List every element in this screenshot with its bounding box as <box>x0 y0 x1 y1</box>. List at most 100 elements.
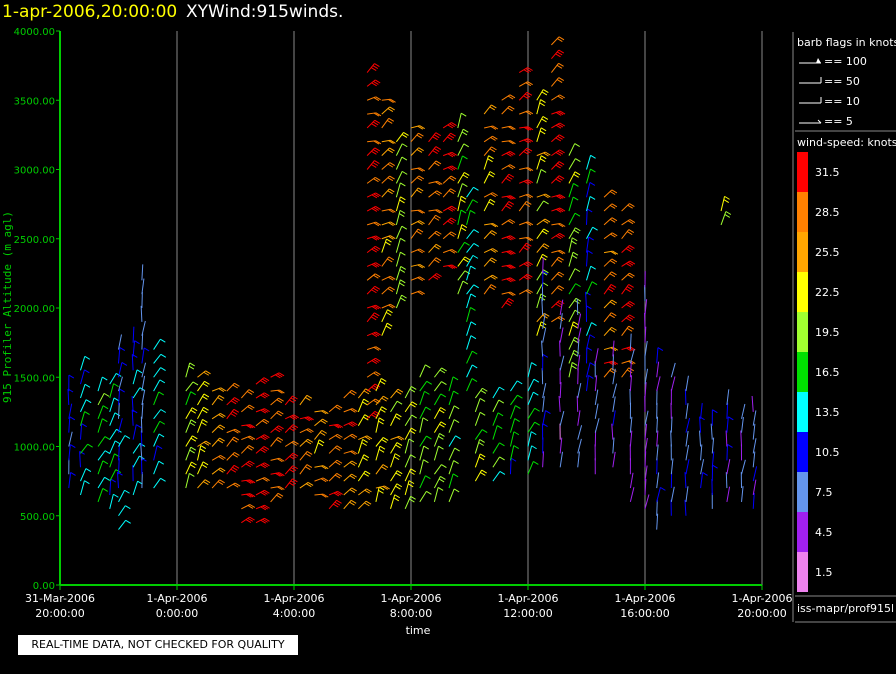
barb-flag <box>102 460 109 465</box>
wind-barb <box>740 430 743 447</box>
barb-flag <box>373 193 379 198</box>
wind-barb <box>629 487 635 503</box>
barb-flag <box>249 504 256 508</box>
wind-barb <box>457 183 463 198</box>
barb-flag <box>387 190 393 195</box>
barb-flag <box>523 126 530 131</box>
barb-flag <box>370 67 377 71</box>
barb-flag <box>434 259 440 264</box>
barb-flag <box>218 388 225 392</box>
barb-flag <box>626 327 633 332</box>
barb-flag <box>190 409 196 414</box>
barb-profile <box>366 63 382 420</box>
barb-flag <box>540 99 546 104</box>
y-tick-label: 2500.00 <box>14 235 55 246</box>
barb-flag <box>390 221 396 226</box>
barb-flag <box>526 242 532 247</box>
wind-barb <box>457 209 462 226</box>
y-tick-label: 1000.00 <box>14 443 55 454</box>
wind-barb <box>343 460 353 468</box>
barb-flag <box>422 417 429 422</box>
barb-flag <box>232 438 238 443</box>
wind-barb <box>726 459 731 475</box>
barb-flag <box>462 128 469 133</box>
barb-flag <box>335 424 342 429</box>
wind-barb <box>612 354 615 371</box>
speed-legend-label: 19.5 <box>815 326 840 339</box>
barb-flag <box>440 475 446 480</box>
barb-profile <box>518 67 534 295</box>
barb-flag <box>491 104 497 109</box>
wind-barb <box>474 469 483 482</box>
wind-barb <box>656 472 660 489</box>
wind-barb <box>568 309 576 323</box>
barb-flag <box>217 397 223 401</box>
barb-flag <box>523 150 529 155</box>
wind-barb <box>284 452 294 461</box>
barb-flag <box>364 436 371 441</box>
wind-barb <box>644 465 648 482</box>
barb-flag <box>189 362 195 367</box>
barb-flag <box>542 353 549 358</box>
barb-flag <box>159 420 166 425</box>
barb-flag <box>574 212 581 217</box>
wind-barb <box>141 264 144 281</box>
wind-barb <box>536 293 542 309</box>
barb-flag <box>401 294 407 299</box>
wind-barb <box>185 435 193 447</box>
color-swatch <box>797 272 808 312</box>
barb-flag <box>410 468 417 473</box>
barb-flag <box>434 274 441 279</box>
barb-flag <box>506 300 513 304</box>
barb-flag <box>499 386 505 391</box>
barb-flag <box>589 196 596 200</box>
barb-flag <box>401 134 408 138</box>
barb-flag <box>400 265 407 270</box>
barb-flag <box>447 265 454 270</box>
wind-barb <box>518 147 528 157</box>
wind-barb <box>197 393 205 406</box>
wind-barb <box>410 175 420 184</box>
barb-flag <box>389 106 395 111</box>
wind-barb <box>442 122 452 129</box>
legend: barb flags in knots == 100== 50== 10== 5… <box>792 32 896 623</box>
barb-flag <box>526 201 532 205</box>
barb-flag <box>230 468 237 473</box>
wind-barb <box>226 409 235 420</box>
wind-barb <box>153 353 162 364</box>
barb-flag <box>557 223 564 228</box>
barb-flag <box>558 256 564 261</box>
wind-barb <box>586 334 591 350</box>
barb-flag <box>539 158 546 163</box>
barb-flag <box>382 464 389 469</box>
barb-flag <box>292 452 299 457</box>
wind-barb <box>536 200 544 212</box>
wind-barb <box>343 473 352 482</box>
wind-barb <box>67 388 70 405</box>
wind-barb <box>284 424 294 433</box>
wind-barb <box>328 499 337 510</box>
barb-flag <box>541 230 548 235</box>
barb-flag <box>523 95 529 100</box>
barb-flag <box>308 416 314 421</box>
wind-barb <box>466 364 473 378</box>
barb-flag <box>400 237 406 242</box>
barb-flag <box>479 438 485 443</box>
barb-flag <box>378 420 384 425</box>
barb-flag <box>393 497 400 502</box>
barb-flag <box>276 439 282 443</box>
barb-flag <box>543 194 549 199</box>
barb-flag <box>540 155 547 160</box>
wind-barb <box>270 493 279 503</box>
barb-flag <box>609 204 616 209</box>
barb-flag <box>527 289 533 293</box>
barb-flag <box>305 396 311 401</box>
wind-barb <box>603 271 612 281</box>
barb-flag <box>417 187 424 192</box>
wind-barb <box>457 172 465 184</box>
barb-flag <box>380 408 386 413</box>
barb-profile <box>140 264 150 489</box>
barb-flag <box>492 135 498 140</box>
barb-flag <box>492 248 498 252</box>
wind-barb <box>185 362 191 378</box>
